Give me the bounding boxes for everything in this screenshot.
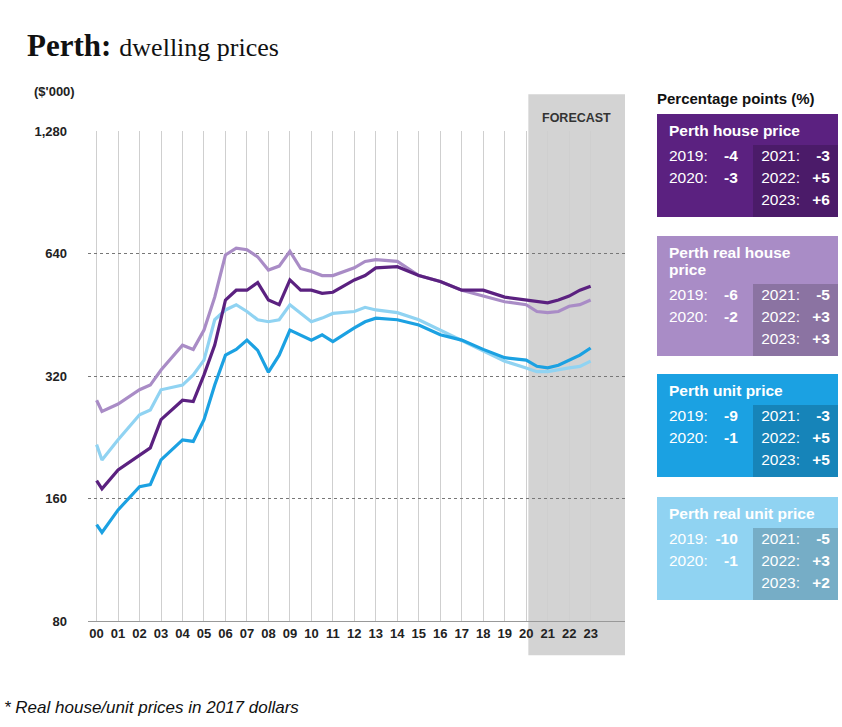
html-text:-4: -4 (724, 147, 738, 164)
html-text:2020:: 2020: (669, 169, 708, 186)
svg-text:00: 00 (89, 626, 103, 641)
svg-text:10: 10 (304, 626, 318, 641)
html-text:+6: +6 (812, 191, 830, 208)
svg-text:18: 18 (476, 626, 490, 641)
html-text:2020:: 2020: (669, 552, 708, 569)
html-text:+5: +5 (812, 451, 830, 468)
html-text:+3: +3 (812, 330, 830, 347)
svg-text:06: 06 (218, 626, 232, 641)
html-text:Percentage points (%): Percentage points (%) (657, 90, 815, 107)
svg-text:08: 08 (261, 626, 275, 641)
svg-text:13: 13 (369, 626, 383, 641)
html-text:2022:: 2022: (761, 429, 800, 446)
svg-text:03: 03 (154, 626, 168, 641)
svg-text:16: 16 (433, 626, 447, 641)
html-text:2022:: 2022: (761, 552, 800, 569)
svg-text:04: 04 (175, 626, 190, 641)
html-text:-6: -6 (724, 286, 738, 303)
html-text:2021:: 2021: (761, 530, 800, 547)
svg-text:320: 320 (45, 369, 67, 384)
html-text:Perth real house price: Perth real house price (669, 244, 791, 278)
html-text:-5: -5 (816, 286, 830, 303)
svg-text:80: 80 (53, 614, 67, 629)
html-text:2021:: 2021: (761, 147, 800, 164)
svg-text:09: 09 (283, 626, 297, 641)
html-text:-3: -3 (816, 147, 830, 164)
svg-text:12: 12 (347, 626, 361, 641)
html-text:+5: +5 (812, 169, 830, 186)
html-text:Perth house price: Perth house price (669, 122, 800, 139)
html-text:-5: -5 (816, 530, 830, 547)
html-text:-2: -2 (724, 308, 738, 325)
html-text:2023:: 2023: (761, 330, 800, 347)
svg-text:05: 05 (197, 626, 211, 641)
svg-text:11: 11 (326, 626, 340, 641)
html-text:2019:: 2019: (669, 407, 708, 424)
html-text:2022:: 2022: (761, 308, 800, 325)
html-text:+5: +5 (812, 429, 830, 446)
html-text:2019:: 2019: (669, 530, 708, 547)
svg-text:FORECAST: FORECAST (542, 111, 611, 125)
html-text:Perth unit price: Perth unit price (669, 382, 783, 399)
svg-text:07: 07 (240, 626, 254, 641)
svg-text:20: 20 (519, 626, 533, 641)
html-text:+3: +3 (812, 308, 830, 325)
svg-text:14: 14 (390, 626, 405, 641)
html-text:2020:: 2020: (669, 308, 708, 325)
html-text:-9: -9 (724, 407, 738, 424)
svg-text:17: 17 (455, 626, 469, 641)
svg-text:22: 22 (562, 626, 576, 641)
html-text:2023:: 2023: (761, 574, 800, 591)
svg-text:01: 01 (111, 626, 125, 641)
svg-text:15: 15 (412, 626, 426, 641)
html-text:2021:: 2021: (761, 407, 800, 424)
html-text:2019:: 2019: (669, 286, 708, 303)
html-text:-3: -3 (724, 169, 738, 186)
html-text:2019:: 2019: (669, 147, 708, 164)
svg-text:1,280: 1,280 (34, 124, 67, 139)
html-text:2022:: 2022: (761, 169, 800, 186)
html-text:Perth real unit price: Perth real unit price (669, 505, 815, 522)
html-text:+2: +2 (812, 574, 830, 591)
html-text:-1: -1 (724, 429, 738, 446)
html-text:2021:: 2021: (761, 286, 800, 303)
html-text:-1: -1 (724, 552, 738, 569)
html-text:2023:: 2023: (761, 191, 800, 208)
html-text:* Real house/unit prices in 20: * Real house/unit prices in 2017 dollars (4, 698, 299, 717)
svg-text:19: 19 (497, 626, 511, 641)
html-text:-3: -3 (816, 407, 830, 424)
svg-text:160: 160 (45, 491, 67, 506)
html-text:($'000): ($'000) (34, 84, 75, 99)
html-text:-10: -10 (715, 530, 738, 547)
html-text:Perth: dwelling prices: Perth: dwelling prices (27, 28, 279, 63)
svg-text:21: 21 (540, 626, 554, 641)
html-text:2023:: 2023: (761, 451, 800, 468)
html-text:+3: +3 (812, 552, 830, 569)
svg-text:02: 02 (132, 626, 146, 641)
svg-text:640: 640 (45, 246, 67, 261)
svg-text:23: 23 (583, 626, 597, 641)
html-text:2020:: 2020: (669, 429, 708, 446)
